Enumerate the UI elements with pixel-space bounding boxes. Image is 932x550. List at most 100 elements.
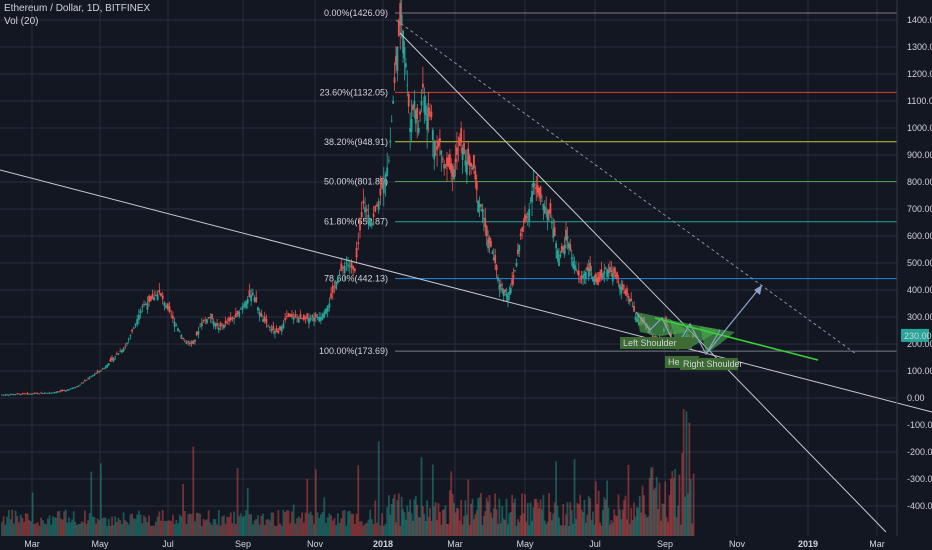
volume-bar bbox=[48, 515, 51, 536]
volume-bar bbox=[555, 461, 558, 536]
fib-label: 23.60%(1132.05) bbox=[320, 87, 388, 97]
time-tick-label: Jul bbox=[589, 539, 601, 549]
volume-bar bbox=[274, 525, 276, 536]
candle-body bbox=[624, 290, 627, 294]
candle-body bbox=[501, 288, 504, 292]
price-tick-label: 0.00 bbox=[907, 393, 925, 403]
volume-bar bbox=[132, 518, 135, 536]
candle-body bbox=[357, 242, 360, 245]
candle-body bbox=[570, 257, 573, 260]
candle-body bbox=[650, 334, 652, 335]
time-axis[interactable]: Mar May Jul Sep Nov 2018 Mar May Jul Sep Nov 2019 Ma… bbox=[0, 536, 932, 550]
volume-bars bbox=[1, 408, 695, 536]
candle-body bbox=[362, 200, 365, 204]
candle-body bbox=[453, 169, 455, 180]
volume-bar bbox=[549, 511, 552, 536]
candle-body bbox=[414, 110, 417, 124]
price-tick-label: 1400.00 bbox=[907, 15, 932, 25]
symbol-title[interactable]: Ethereum / Dollar, 1D, BITFINEX bbox=[4, 3, 151, 14]
candle-body bbox=[132, 327, 135, 329]
candle-body bbox=[382, 181, 385, 194]
volume-bar bbox=[685, 411, 688, 536]
candle-body bbox=[474, 170, 477, 180]
fib-label: 38.20%(948.91) bbox=[324, 137, 388, 147]
price-axis[interactable]: 1400.00 1300.00 1200.00 1100.00 1000.00 900.0… bbox=[896, 0, 932, 550]
price-tick-label: 800.00 bbox=[907, 177, 932, 187]
candle-body bbox=[53, 392, 56, 394]
volume-bar bbox=[107, 518, 110, 536]
volume-bar bbox=[600, 525, 603, 536]
volume-bar bbox=[280, 525, 283, 536]
volume-bar bbox=[640, 512, 643, 536]
volume-bar bbox=[106, 525, 109, 536]
candle-body bbox=[58, 391, 61, 393]
candle-body bbox=[114, 356, 117, 358]
volume-bar bbox=[465, 514, 468, 536]
volume-bar bbox=[255, 519, 258, 536]
volume-bar bbox=[153, 525, 156, 536]
candle-body bbox=[217, 327, 220, 331]
candle-body bbox=[178, 331, 181, 333]
volume-bar bbox=[521, 493, 524, 536]
head-label: Head bbox=[668, 357, 690, 367]
volume-bar bbox=[60, 518, 62, 536]
candle-body bbox=[255, 297, 258, 303]
volume-bar bbox=[316, 512, 319, 536]
volume-bar bbox=[382, 525, 385, 536]
volume-bar bbox=[95, 523, 97, 536]
volume-bar bbox=[519, 515, 522, 536]
volume-bar bbox=[126, 521, 128, 536]
fib-label: 61.80%(652.87) bbox=[324, 217, 388, 227]
candle-body bbox=[576, 271, 579, 273]
candle-body bbox=[26, 392, 29, 394]
volume-bar bbox=[426, 500, 429, 536]
volume-bar bbox=[572, 523, 575, 536]
candle-body bbox=[313, 317, 315, 322]
candle-body bbox=[306, 313, 309, 319]
candle-body bbox=[505, 293, 508, 297]
volume-bar bbox=[691, 523, 694, 536]
volume-bar bbox=[77, 524, 80, 536]
volume-bar bbox=[214, 519, 217, 536]
candle-body bbox=[533, 184, 536, 186]
candle-body bbox=[151, 294, 154, 300]
candle-body bbox=[209, 317, 212, 319]
volume-bar bbox=[514, 498, 516, 536]
candle-body bbox=[229, 317, 232, 321]
volume-bar bbox=[675, 517, 678, 536]
candle-body bbox=[206, 319, 208, 324]
candle-body bbox=[498, 284, 501, 290]
volume-bar bbox=[376, 522, 378, 536]
volume-bar bbox=[228, 517, 230, 536]
candle-body bbox=[31, 393, 34, 395]
candle-body bbox=[216, 322, 219, 326]
candle-body bbox=[33, 392, 36, 394]
candle-body bbox=[96, 370, 99, 373]
volume-bar bbox=[338, 523, 341, 536]
volume-bar bbox=[593, 524, 596, 536]
volume-bar bbox=[424, 521, 427, 536]
volume-bar bbox=[395, 522, 397, 536]
candle-body bbox=[149, 296, 152, 301]
candle-body bbox=[654, 336, 657, 338]
volume-bar bbox=[645, 517, 648, 536]
volume-bar bbox=[543, 520, 546, 536]
volume-bar bbox=[311, 515, 314, 536]
volume-bar bbox=[431, 464, 434, 536]
volume-bar bbox=[631, 519, 634, 536]
candle-body bbox=[72, 387, 75, 389]
candle-body bbox=[180, 334, 183, 339]
candle-body bbox=[170, 314, 173, 316]
volume-bar bbox=[480, 493, 482, 536]
candle-body bbox=[331, 285, 334, 293]
time-tick-label: Mar bbox=[24, 539, 40, 549]
candle-body bbox=[536, 184, 539, 193]
candle-body bbox=[28, 393, 31, 395]
volume-indicator-label[interactable]: Vol (20) bbox=[4, 16, 39, 27]
candle-body bbox=[443, 164, 446, 169]
candle-body bbox=[487, 239, 489, 249]
volume-bar bbox=[91, 516, 94, 536]
candle-body bbox=[586, 266, 589, 271]
volume-bar bbox=[16, 516, 19, 536]
